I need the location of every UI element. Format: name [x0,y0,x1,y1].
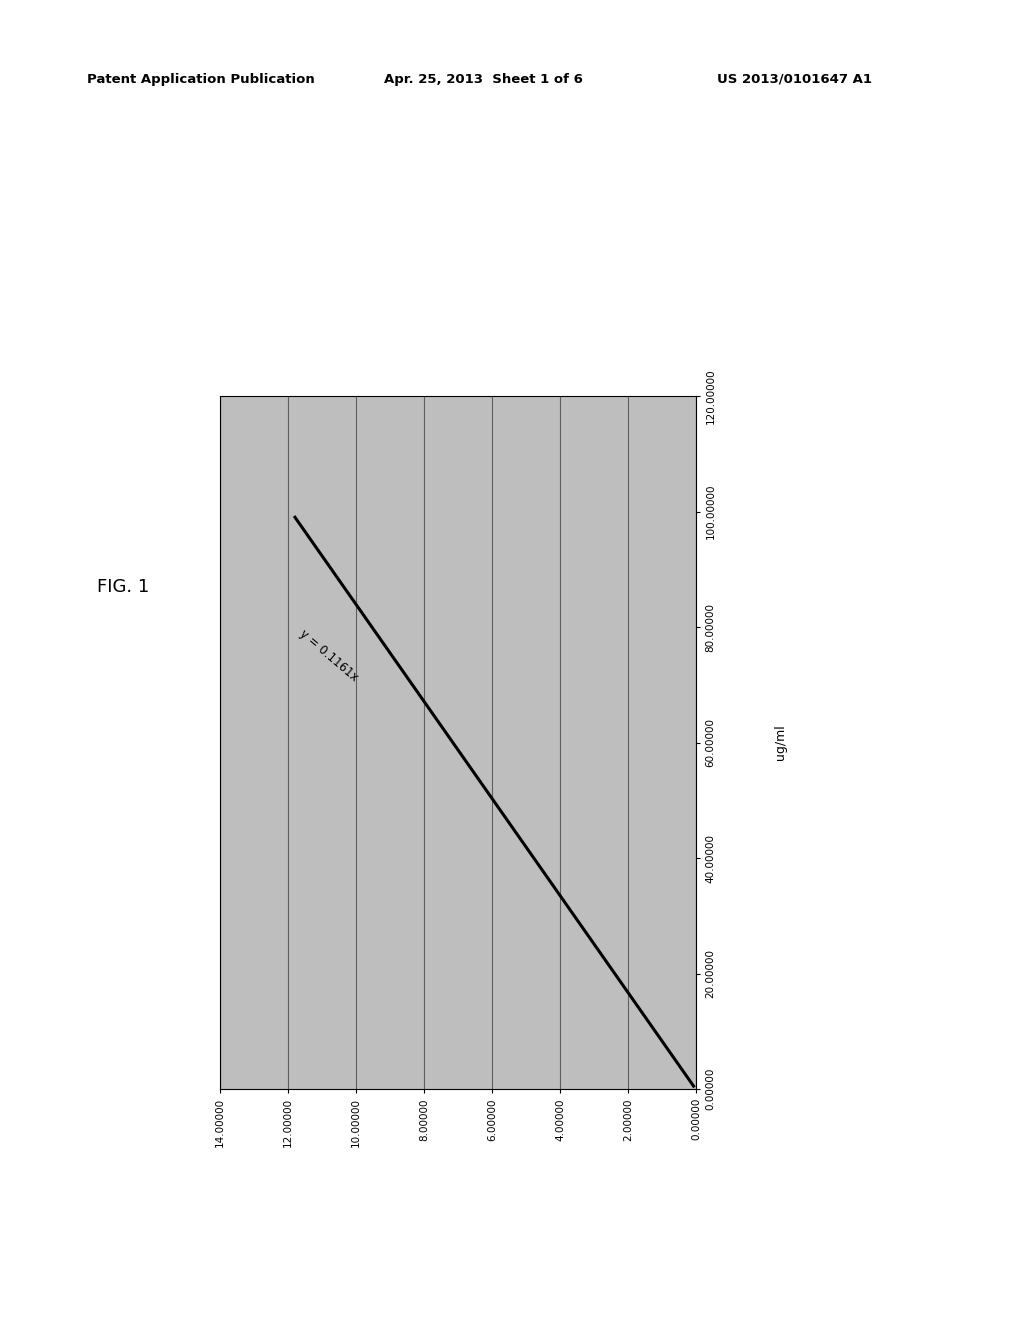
Text: US 2013/0101647 A1: US 2013/0101647 A1 [717,73,871,86]
Text: y = 0.1161x: y = 0.1161x [297,627,360,684]
Text: Patent Application Publication: Patent Application Publication [87,73,314,86]
Text: FIG. 1: FIG. 1 [97,578,150,597]
Text: Apr. 25, 2013  Sheet 1 of 6: Apr. 25, 2013 Sheet 1 of 6 [384,73,583,86]
Y-axis label: ug/ml: ug/ml [774,725,786,760]
